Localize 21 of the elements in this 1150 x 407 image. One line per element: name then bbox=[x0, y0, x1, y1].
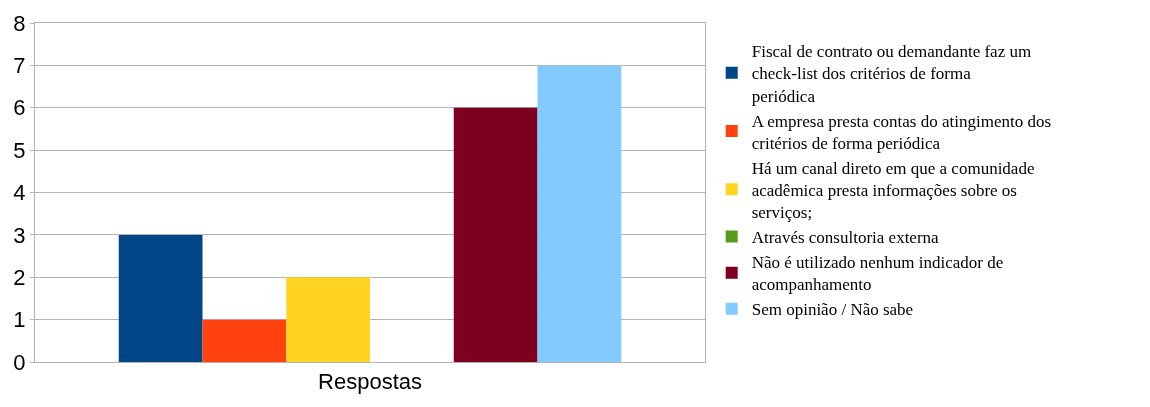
bar bbox=[118, 234, 203, 362]
legend-label: Sem opinião / Não sabe bbox=[751, 300, 914, 320]
y-tick-label: 0 bbox=[13, 349, 26, 375]
legend-label: Através consultoria externa bbox=[751, 228, 940, 248]
y-tick-label: 4 bbox=[13, 180, 26, 206]
x-tick-label: Respostas bbox=[318, 369, 422, 395]
legend-label: Fiscal de contrato ou demandante faz um check-list dos critérios de forma periódica bbox=[751, 42, 1032, 106]
legend-label: A empresa presta contas do atingimento dos critérios de forma periódica bbox=[751, 111, 1052, 153]
y-tick-label: 3 bbox=[13, 222, 26, 248]
bar bbox=[537, 65, 622, 362]
bar bbox=[453, 107, 538, 362]
y-tick-label: 1 bbox=[13, 307, 26, 333]
bar bbox=[202, 319, 287, 362]
y-tick-label: 2 bbox=[13, 264, 26, 290]
y-tick-label: 6 bbox=[13, 95, 26, 121]
y-tick-label: 8 bbox=[13, 10, 26, 36]
legend-label: Não é utilizado nenhum indicador de acompanhamento bbox=[751, 253, 1004, 295]
y-tick-label: 5 bbox=[13, 137, 26, 163]
bar bbox=[286, 277, 370, 362]
legend-label: Há um canal direto em que a comunidade acadêmica presta informações sobre os serviços; bbox=[751, 158, 1035, 223]
y-tick-label: 7 bbox=[13, 53, 26, 79]
